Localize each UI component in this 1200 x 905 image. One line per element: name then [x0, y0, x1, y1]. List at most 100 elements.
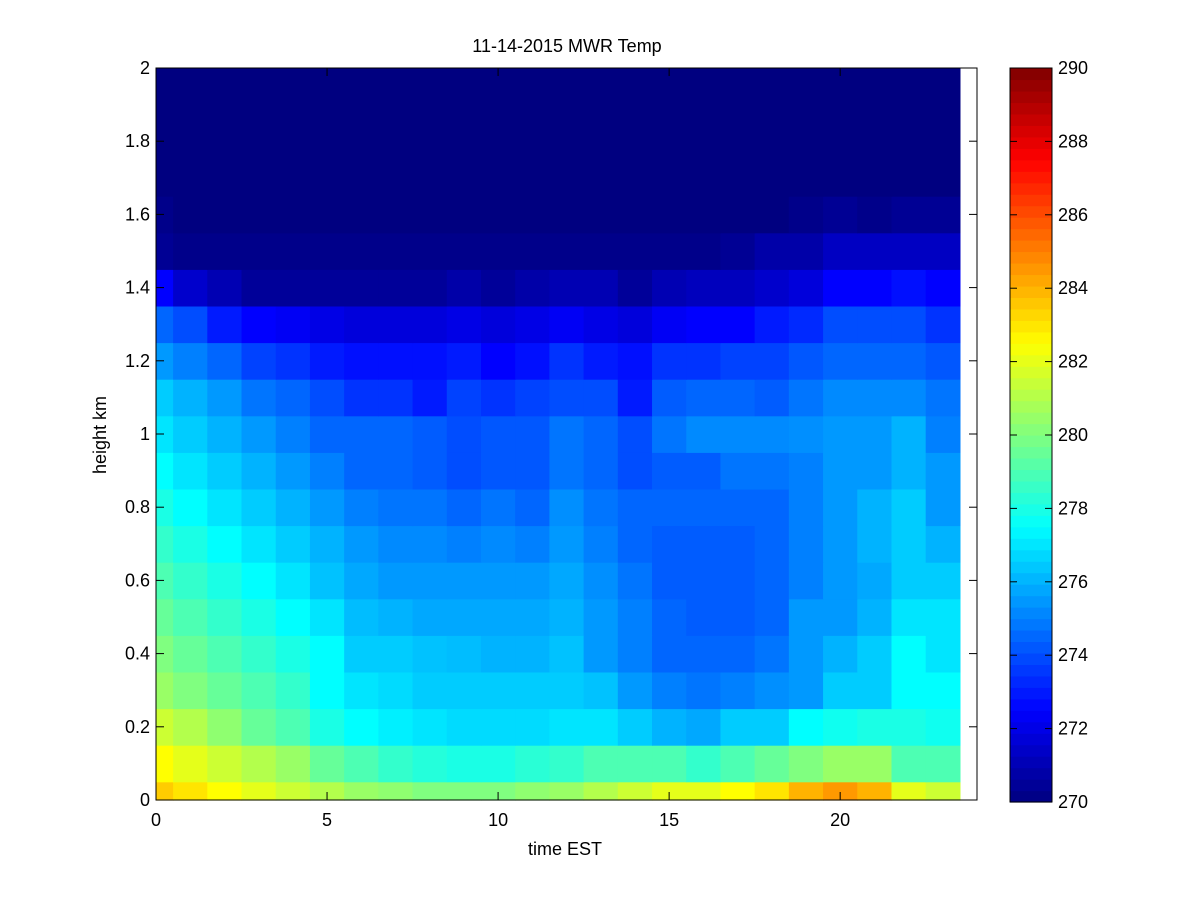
colorbar-segment	[1010, 90, 1052, 104]
heatmap-cell	[275, 269, 311, 307]
heatmap-cell	[275, 598, 311, 636]
heatmap-cell	[754, 159, 790, 197]
heatmap-cell	[515, 305, 550, 344]
heatmap-cell	[891, 781, 927, 801]
heatmap-cell	[480, 745, 516, 783]
heatmap-cell	[412, 452, 448, 490]
heatmap-cell	[754, 452, 790, 490]
heatmap-cell	[378, 781, 414, 801]
heatmap-cell	[378, 305, 414, 344]
heatmap-cell	[156, 635, 174, 673]
heatmap-cell	[156, 68, 174, 124]
heatmap-cell	[652, 745, 687, 783]
heatmap-cell	[446, 708, 482, 746]
heatmap-cell	[857, 598, 893, 636]
colorbar-segment	[1010, 125, 1052, 138]
heatmap-cell	[173, 781, 208, 801]
colorbar-segment	[1010, 205, 1052, 218]
heatmap-cell	[207, 122, 243, 161]
colorbar-segment	[1010, 343, 1052, 356]
heatmap-cell	[583, 671, 619, 710]
heatmap-cell	[241, 745, 277, 783]
heatmap-cell	[891, 452, 927, 490]
heatmap-cell	[480, 671, 516, 710]
heatmap-cell	[549, 635, 585, 673]
heatmap-cell	[412, 671, 448, 710]
y-axis-label: height km	[90, 396, 110, 474]
heatmap-cell	[241, 122, 277, 161]
heatmap-cell	[617, 415, 653, 453]
heatmap-cell	[207, 562, 243, 600]
heatmap-cell	[754, 488, 790, 527]
heatmap-cell	[788, 159, 824, 197]
heatmap-cell	[173, 598, 208, 636]
colorbar-segment	[1010, 607, 1052, 620]
heatmap-cell	[617, 708, 653, 746]
heatmap-cell	[241, 196, 277, 234]
heatmap-cell	[788, 305, 824, 344]
heatmap-cell	[549, 708, 585, 746]
heatmap-cell	[207, 488, 243, 527]
heatmap-cell	[480, 68, 516, 124]
colorbar-segment	[1010, 790, 1052, 803]
heatmap-cell	[378, 708, 414, 746]
heatmap-cell	[378, 671, 414, 710]
heatmap-cell	[857, 488, 893, 527]
heatmap-cell	[207, 159, 243, 197]
heatmap-cell	[549, 452, 585, 490]
heatmap-cell	[241, 269, 277, 307]
heatmap-cell	[720, 781, 756, 801]
heatmap-cell	[720, 525, 756, 563]
heatmap-cell	[686, 232, 722, 270]
heatmap-cell	[652, 122, 687, 161]
heatmap-cell	[891, 598, 927, 636]
heatmap-cell	[720, 232, 756, 270]
heatmap-cell	[241, 342, 277, 380]
heatmap-cell	[686, 342, 722, 380]
heatmap-cell	[549, 562, 585, 600]
heatmap-cell	[309, 708, 345, 746]
heatmap-cell	[823, 415, 858, 453]
heatmap-cell	[515, 745, 550, 783]
heatmap-cell	[156, 415, 174, 453]
heatmap-cell	[754, 232, 790, 270]
heatmap-cell	[857, 342, 893, 380]
heatmap-cell	[652, 68, 687, 124]
heatmap-cell	[378, 379, 414, 417]
heatmap-cell	[720, 745, 756, 783]
heatmap-cells	[156, 68, 961, 801]
heatmap-cell	[309, 269, 345, 307]
colorbar-segment	[1010, 297, 1052, 310]
heatmap-cell	[617, 342, 653, 380]
heatmap-cell	[412, 488, 448, 527]
heatmap-cell	[686, 415, 722, 453]
heatmap-cell	[583, 745, 619, 783]
colorbar-segment	[1010, 698, 1052, 711]
heatmap-cell	[720, 635, 756, 673]
colorbar-segment	[1010, 331, 1052, 344]
heatmap-cell	[754, 379, 790, 417]
heatmap-cell	[583, 488, 619, 527]
y-tick-label: 0.4	[125, 644, 150, 664]
heatmap-cell	[344, 452, 379, 490]
heatmap-cell	[549, 342, 585, 380]
heatmap-cell	[207, 671, 243, 710]
heatmap-cell	[344, 196, 379, 234]
heatmap-cell	[309, 342, 345, 380]
heatmap-cell	[344, 415, 379, 453]
heatmap-cell	[788, 525, 824, 563]
y-tick-label: 0.8	[125, 497, 150, 517]
heatmap-cell	[754, 781, 790, 801]
heatmap-cell	[823, 452, 858, 490]
heatmap-cell	[891, 708, 927, 746]
heatmap-cell	[720, 598, 756, 636]
heatmap-cell	[720, 415, 756, 453]
heatmap-cell	[412, 598, 448, 636]
heatmap-cell	[583, 342, 619, 380]
heatmap-cell	[241, 415, 277, 453]
heatmap-cell	[173, 525, 208, 563]
heatmap-cell	[891, 525, 927, 563]
y-tick-label: 0	[140, 790, 150, 810]
colorbar-tick-label: 290	[1058, 58, 1088, 78]
